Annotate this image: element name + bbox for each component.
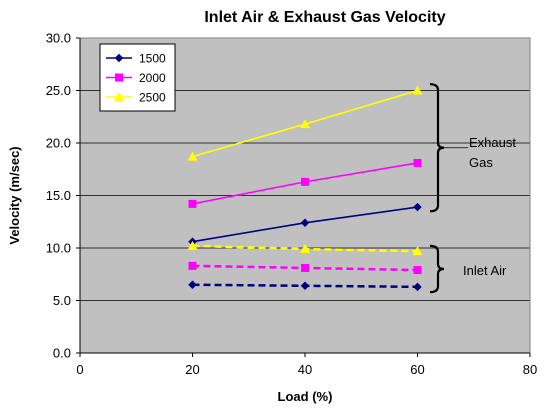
axes bbox=[79, 37, 531, 354]
data-point bbox=[188, 280, 197, 290]
y-tick-label: 25.0 bbox=[46, 83, 71, 98]
y-axis-label: Velocity (m/sec) bbox=[7, 146, 22, 244]
y-tick-label: 30.0 bbox=[46, 31, 71, 46]
series-exhaust-1500 bbox=[188, 202, 422, 247]
x-tick-label: 0 bbox=[76, 362, 83, 377]
data-point bbox=[300, 244, 310, 254]
data-point bbox=[300, 281, 310, 291]
y-tick-label: 5.0 bbox=[53, 293, 71, 308]
series-inlet-1500 bbox=[188, 280, 422, 292]
series-inlet-2500 bbox=[187, 240, 423, 256]
x-tick-label: 60 bbox=[410, 362, 424, 377]
data-point bbox=[413, 202, 422, 212]
annotation-text-exhaust-gas: Gas bbox=[469, 155, 493, 170]
brace-inlet-air bbox=[429, 244, 445, 294]
legend-marker bbox=[114, 53, 124, 63]
data-point bbox=[188, 199, 197, 208]
data-point bbox=[300, 218, 310, 228]
annotation-text-exhaust-gas: Exhaust bbox=[469, 135, 516, 150]
legend: 1500 2000 2500 bbox=[99, 43, 176, 112]
series-exhaust-2000 bbox=[188, 158, 422, 208]
x-tick-label: 20 bbox=[185, 362, 199, 377]
x-tick-labels: 0 20 40 60 80 bbox=[76, 362, 537, 377]
y-tick-label: 15.0 bbox=[46, 188, 71, 203]
series-inlet-2000 bbox=[188, 261, 422, 275]
data-point bbox=[412, 246, 423, 256]
data-point bbox=[301, 263, 309, 272]
data-point bbox=[301, 177, 309, 186]
data-point bbox=[413, 266, 422, 275]
x-tick-label: 80 bbox=[523, 362, 537, 377]
x-axis-label: Load (%) bbox=[278, 389, 333, 404]
series-exhaust-2500 bbox=[187, 85, 423, 161]
data-point bbox=[412, 85, 423, 95]
data-point bbox=[413, 158, 422, 167]
data-point bbox=[187, 240, 198, 250]
y-tick-label: 10.0 bbox=[46, 241, 71, 256]
data-point bbox=[188, 261, 197, 270]
legend-entry: 2000 bbox=[139, 71, 166, 85]
legend-marker bbox=[114, 92, 124, 101]
y-tick-label: 20.0 bbox=[46, 136, 71, 151]
x-tick-label: 40 bbox=[298, 362, 312, 377]
annotations: Exhaust Gas Inlet Air bbox=[429, 83, 516, 294]
y-tick-label: 0.0 bbox=[53, 346, 71, 361]
legend-entry: 1500 bbox=[139, 52, 166, 66]
series-group bbox=[187, 85, 423, 292]
annotation-text-inlet-air: Inlet Air bbox=[463, 263, 507, 278]
y-tick-labels: 0.0 5.0 10.0 15.0 20.0 25.0 30.0 bbox=[46, 31, 71, 361]
data-point bbox=[300, 119, 310, 129]
chart-title: Inlet Air & Exhaust Gas Velocity bbox=[204, 9, 445, 26]
legend-entry: 2500 bbox=[139, 91, 166, 105]
data-point bbox=[187, 151, 198, 161]
data-point bbox=[413, 282, 422, 292]
legend-marker bbox=[115, 73, 123, 82]
